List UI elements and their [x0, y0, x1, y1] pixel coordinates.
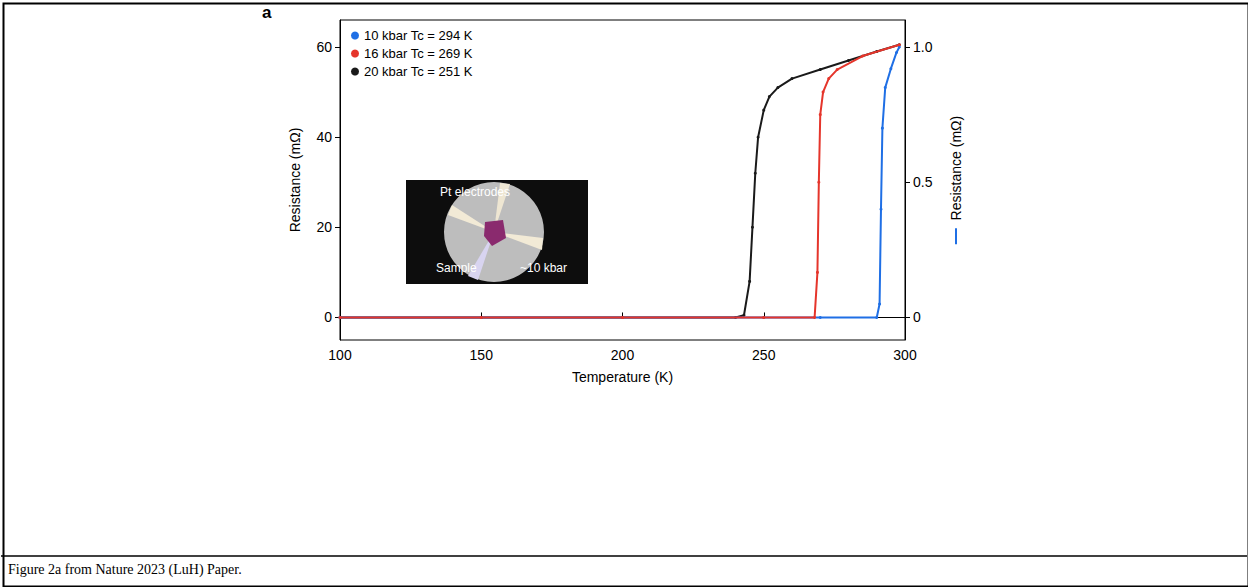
svg-text:300: 300: [893, 347, 917, 363]
svg-text:16 kbar Tc = 269 K: 16 kbar Tc = 269 K: [364, 46, 473, 61]
svg-text:Figure 2a from Nature 2023 (Lu: Figure 2a from Nature 2023 (LuH) Paper.: [8, 562, 242, 578]
svg-text:250: 250: [752, 347, 776, 363]
svg-text:10 kbar Tc = 294 K: 10 kbar Tc = 294 K: [364, 28, 473, 43]
svg-text:~10 kbar: ~10 kbar: [520, 261, 567, 275]
svg-text:40: 40: [316, 129, 332, 145]
svg-text:150: 150: [470, 347, 494, 363]
svg-text:20 kbar Tc = 251 K: 20 kbar Tc = 251 K: [364, 64, 473, 79]
svg-text:60: 60: [316, 39, 332, 55]
svg-text:0: 0: [913, 309, 921, 325]
svg-text:Resistance (mΩ): Resistance (mΩ): [287, 128, 303, 233]
svg-text:Pt electrodes: Pt electrodes: [440, 185, 510, 199]
svg-text:Sample: Sample: [436, 261, 477, 275]
svg-text:200: 200: [611, 347, 635, 363]
svg-text:0: 0: [324, 309, 332, 325]
svg-text:20: 20: [316, 219, 332, 235]
svg-text:Temperature (K): Temperature (K): [572, 369, 673, 385]
svg-text:0.5: 0.5: [913, 174, 933, 190]
svg-text:Resistance (mΩ): Resistance (mΩ): [948, 116, 964, 228]
svg-text:a: a: [262, 3, 272, 22]
svg-text:100: 100: [328, 347, 352, 363]
svg-text:1.0: 1.0: [913, 39, 933, 55]
